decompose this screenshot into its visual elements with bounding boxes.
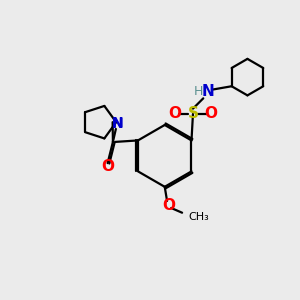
Text: O: O xyxy=(162,198,175,213)
Text: O: O xyxy=(101,158,114,173)
Text: N: N xyxy=(112,117,123,130)
Text: N: N xyxy=(112,116,123,130)
Text: O: O xyxy=(168,106,181,122)
Text: H: H xyxy=(194,85,203,98)
Text: O: O xyxy=(205,106,218,122)
Text: CH₃: CH₃ xyxy=(188,212,209,222)
Text: N: N xyxy=(202,84,215,99)
Text: S: S xyxy=(188,106,199,122)
